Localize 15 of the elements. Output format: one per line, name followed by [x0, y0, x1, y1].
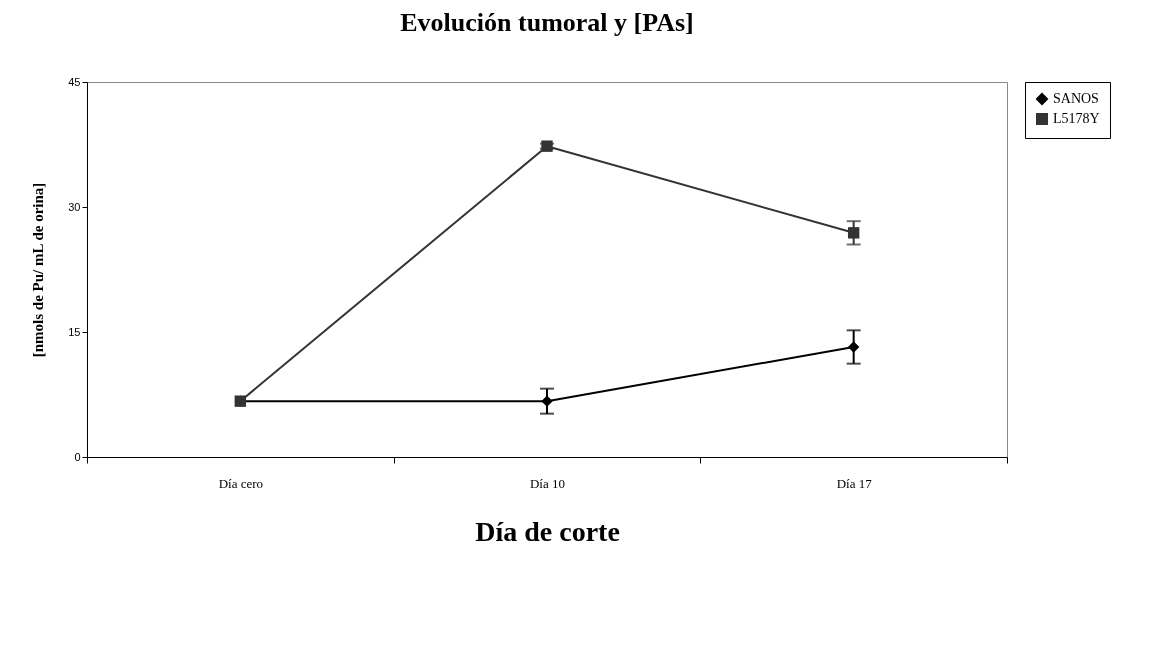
point	[541, 395, 553, 407]
y-tick-label: 30	[68, 200, 81, 213]
legend-label: L5178Y	[1053, 111, 1100, 126]
x-tick-label: Día 10	[529, 475, 566, 491]
y-tick-label: 15	[68, 325, 81, 338]
point	[847, 341, 860, 353]
x-axis-title: Día de corte	[475, 515, 620, 547]
legend-label: SANOS	[1053, 91, 1099, 106]
chart-title: Evolución tumoral y [PAs]	[400, 8, 694, 37]
x-tick-label: Día 17	[836, 475, 873, 491]
x-tick-label: Día cero	[218, 475, 264, 491]
y-axis-title: [nmols de Pu/ mL de orina]	[30, 182, 47, 358]
y-tick-label: 45	[68, 75, 81, 88]
y-tick-label: 0	[74, 450, 81, 463]
point	[847, 227, 860, 239]
